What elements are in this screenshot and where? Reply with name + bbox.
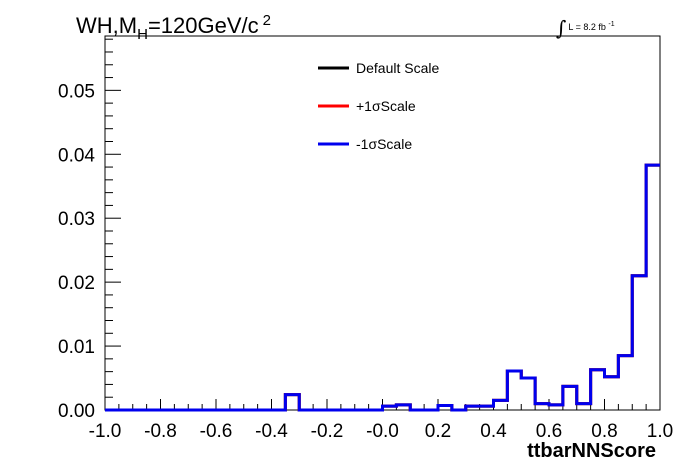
legend-label-2: -1σScale [356,136,412,152]
x-tick-label: -0.2 [311,421,344,442]
luminosity-label: ∫ L = 8.2 fb -1 [556,16,615,40]
y-tick-label: 0.03 [58,209,95,230]
legend-label-1: +1σScale [356,98,416,114]
x-tick-label: 0.2 [425,421,451,442]
x-tick-label: -0.8 [144,421,177,442]
legend-label-0: Default Scale [356,60,439,76]
x-tick-label: 0.6 [536,421,562,442]
y-tick-label: 0.04 [58,145,95,166]
chart-title: WH,MH=120GeV/c 2 [76,12,271,43]
x-tick-label: -0.4 [255,421,288,442]
y-tick-label: 0.00 [58,401,95,422]
title-subscript: H [137,26,148,43]
x-tick-label: 0.8 [591,421,617,442]
title-main: WH,M [76,13,138,38]
x-axis-label: ttbarNNScore [527,440,656,462]
title-value: =120GeV/c [147,13,259,38]
integral-symbol: ∫ [556,16,567,40]
luminosity-text: L = 8.2 fb [568,22,606,32]
x-tick-label: -0.6 [200,421,233,442]
series-line-2 [105,163,660,412]
y-tick-label: 0.05 [58,81,95,102]
y-tick-label: 0.02 [58,273,95,294]
title-superscript: 2 [262,12,271,29]
x-tick-label: 0.4 [480,421,507,442]
plot-frame [104,35,661,411]
series-line-1 [105,163,660,412]
x-tick-label: -0.0 [366,421,399,442]
luminosity-unit-exponent: -1 [608,21,615,28]
x-tick-label: -1.0 [89,421,122,442]
y-tick-label: 0.01 [58,337,95,358]
series-line-0 [105,163,660,412]
x-tick-label: 1.0 [647,421,673,442]
